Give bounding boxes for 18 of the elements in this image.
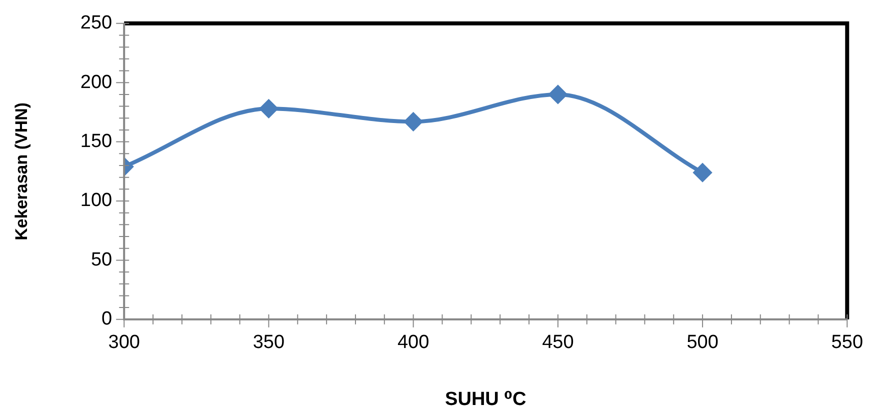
y-tick-label: 0 [102,308,112,330]
x-tick-label: 450 [542,332,574,354]
x-tick-label: 300 [108,332,140,354]
point [548,85,567,104]
y-tick-label: 150 [80,131,112,152]
x-tick-label: 400 [397,332,430,354]
x-tick-label: 350 [252,332,285,354]
y-axis-title: Kekerasan (VHN) [12,102,31,240]
x-axis-title: SUHU ⁰C [445,388,526,410]
x-tick-label: 500 [686,332,718,354]
y-tick-label: 200 [80,72,112,93]
point [260,100,278,118]
point [404,112,422,131]
y-tick-label: 100 [80,190,112,212]
y-tick-label: 50 [90,249,112,270]
x-tick-label: 550 [831,332,863,354]
y-tick-label: 250 [80,12,112,34]
point [694,164,712,182]
